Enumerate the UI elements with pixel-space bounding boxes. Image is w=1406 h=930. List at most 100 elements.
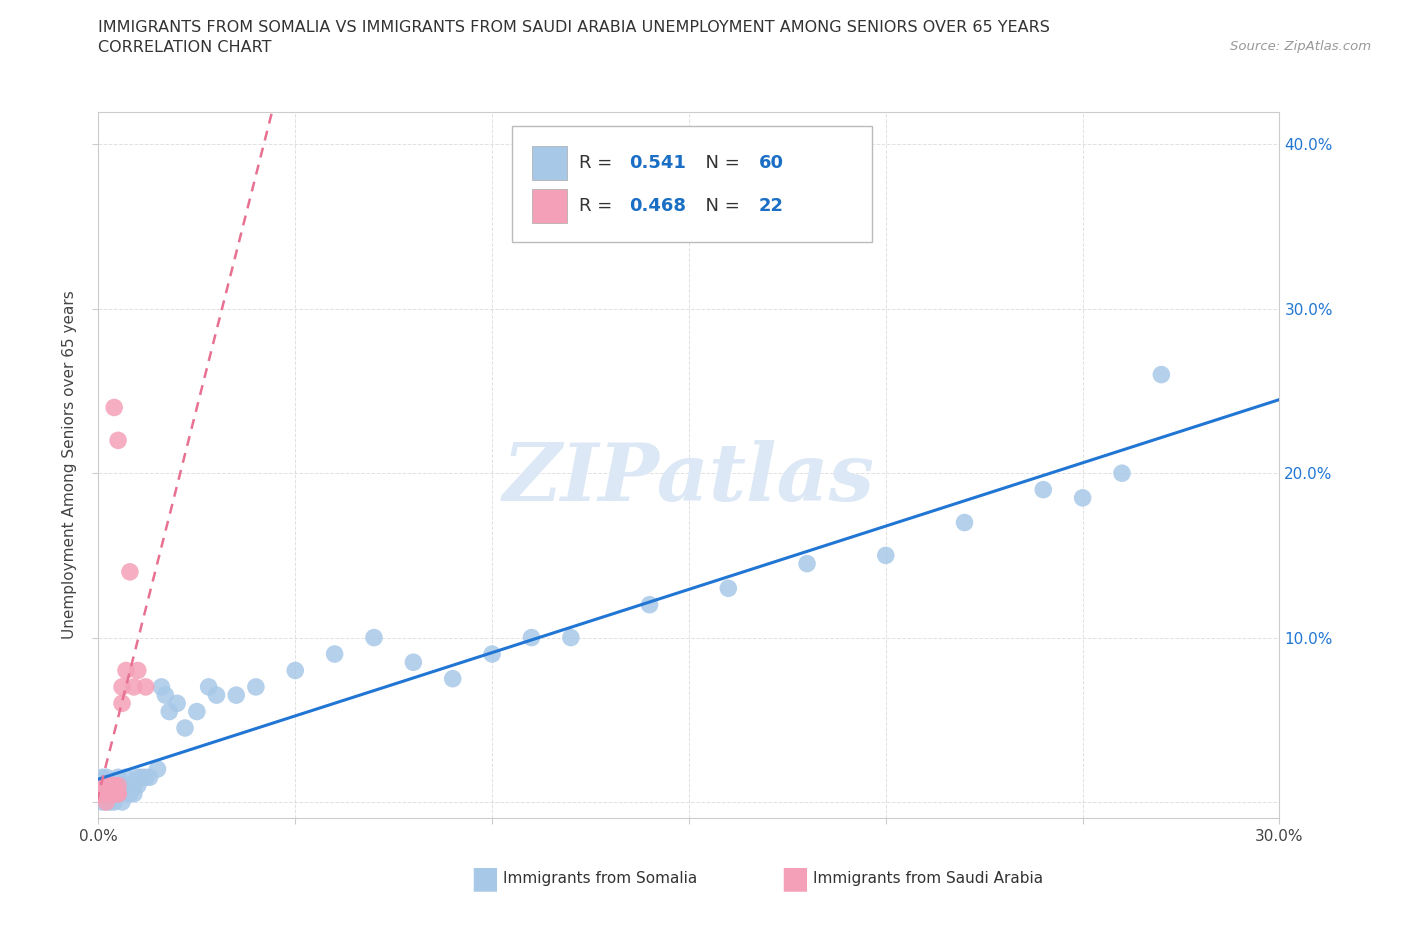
- Point: [98, 794, 121, 809]
- Point: [107, 786, 129, 801]
- Point: [96, 794, 118, 809]
- Point: [131, 770, 153, 785]
- Text: CORRELATION CHART: CORRELATION CHART: [98, 40, 271, 55]
- Point: [135, 770, 157, 785]
- Point: [96, 770, 118, 785]
- Point: [186, 704, 208, 719]
- Point: [91, 778, 114, 793]
- Point: [103, 786, 125, 801]
- Point: [103, 778, 125, 793]
- Point: [1032, 483, 1054, 498]
- Point: [135, 680, 157, 695]
- Point: [875, 548, 897, 563]
- Point: [91, 786, 114, 801]
- Point: [98, 786, 121, 801]
- Point: [91, 786, 114, 801]
- Point: [107, 786, 129, 801]
- Point: [103, 794, 125, 809]
- Point: [118, 565, 141, 579]
- Point: [103, 400, 125, 415]
- Point: [197, 680, 219, 695]
- Point: [111, 786, 134, 801]
- Point: [122, 680, 145, 695]
- Text: Immigrants from Somalia: Immigrants from Somalia: [503, 871, 697, 886]
- Point: [98, 778, 121, 793]
- Point: [122, 778, 145, 793]
- Point: [96, 786, 118, 801]
- Point: [127, 770, 149, 785]
- Text: ■: ■: [471, 864, 499, 894]
- Point: [1150, 367, 1173, 382]
- FancyBboxPatch shape: [531, 146, 567, 180]
- Point: [225, 687, 247, 702]
- Point: [118, 778, 141, 793]
- Point: [91, 786, 114, 801]
- Point: [481, 646, 503, 661]
- Point: [98, 778, 121, 793]
- Text: 60: 60: [759, 154, 783, 172]
- Point: [520, 631, 543, 645]
- Text: 0.468: 0.468: [628, 196, 686, 215]
- Point: [122, 786, 145, 801]
- Text: Immigrants from Saudi Arabia: Immigrants from Saudi Arabia: [813, 871, 1043, 886]
- Point: [111, 778, 134, 793]
- Point: [127, 778, 149, 793]
- Text: Source: ZipAtlas.com: Source: ZipAtlas.com: [1230, 40, 1371, 53]
- Point: [111, 696, 134, 711]
- Point: [166, 696, 188, 711]
- Point: [91, 770, 114, 785]
- Text: N =: N =: [693, 154, 745, 172]
- FancyBboxPatch shape: [531, 189, 567, 222]
- Point: [91, 778, 114, 793]
- Point: [1111, 466, 1133, 481]
- Point: [96, 786, 118, 801]
- Point: [89, 786, 111, 801]
- Point: [138, 770, 160, 785]
- Text: ZIPatlas: ZIPatlas: [503, 441, 875, 518]
- Point: [115, 786, 138, 801]
- Point: [717, 581, 740, 596]
- Point: [103, 786, 125, 801]
- Point: [1071, 490, 1094, 505]
- Point: [103, 778, 125, 793]
- Point: [363, 631, 385, 645]
- Point: [111, 794, 134, 809]
- Point: [96, 794, 118, 809]
- Point: [284, 663, 307, 678]
- Point: [127, 663, 149, 678]
- Point: [146, 762, 169, 777]
- Point: [107, 778, 129, 793]
- Text: N =: N =: [693, 196, 745, 215]
- Point: [638, 597, 661, 612]
- Point: [155, 687, 177, 702]
- Text: 22: 22: [759, 196, 783, 215]
- Point: [157, 704, 180, 719]
- Point: [107, 786, 129, 801]
- Point: [118, 786, 141, 801]
- Text: 0.541: 0.541: [628, 154, 686, 172]
- Point: [98, 786, 121, 801]
- Point: [96, 778, 118, 793]
- Point: [107, 778, 129, 793]
- FancyBboxPatch shape: [512, 126, 872, 243]
- Text: R =: R =: [579, 154, 619, 172]
- Point: [796, 556, 818, 571]
- Point: [560, 631, 582, 645]
- Text: IMMIGRANTS FROM SOMALIA VS IMMIGRANTS FROM SAUDI ARABIA UNEMPLOYMENT AMONG SENIO: IMMIGRANTS FROM SOMALIA VS IMMIGRANTS FR…: [98, 20, 1050, 35]
- Text: R =: R =: [579, 196, 619, 215]
- Point: [115, 770, 138, 785]
- Point: [115, 663, 138, 678]
- Text: ■: ■: [780, 864, 808, 894]
- Point: [91, 794, 114, 809]
- Y-axis label: Unemployment Among Seniors over 65 years: Unemployment Among Seniors over 65 years: [62, 291, 77, 640]
- Point: [174, 721, 197, 736]
- Point: [323, 646, 346, 661]
- Point: [441, 671, 464, 686]
- Point: [402, 655, 425, 670]
- Point: [245, 680, 267, 695]
- Point: [150, 680, 173, 695]
- Point: [96, 778, 118, 793]
- Point: [98, 786, 121, 801]
- Point: [107, 432, 129, 447]
- Point: [953, 515, 976, 530]
